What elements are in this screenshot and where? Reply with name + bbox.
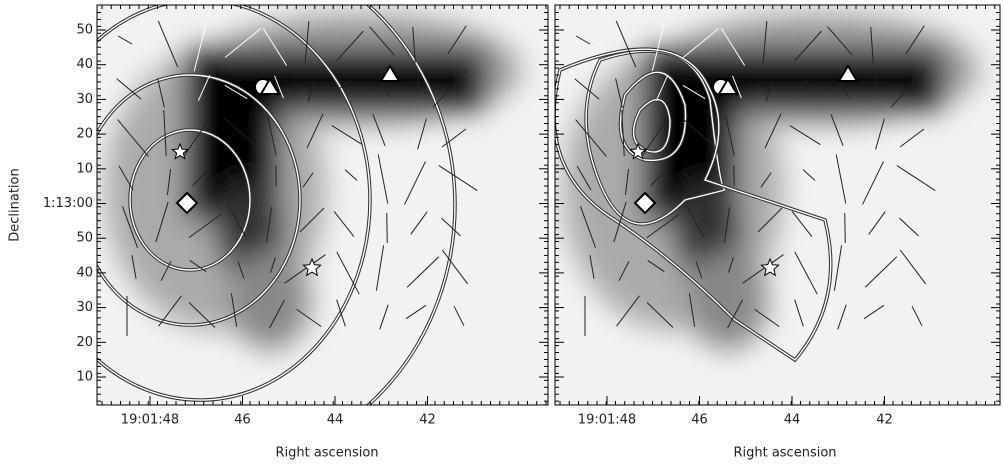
x-axis-label: Right ascension (275, 446, 378, 461)
y-tick-label: 40 (76, 57, 93, 72)
faint-extension (230, 250, 310, 350)
y-tick-label: 20 (76, 335, 93, 350)
polarization-vector (276, 166, 277, 186)
polarization-vector (845, 213, 846, 243)
y-tick-label: 40 (76, 265, 93, 280)
y-tick-label: 30 (76, 300, 93, 315)
x-tick-label: 44 (327, 413, 344, 428)
x-tick-label: 19:01:48 (578, 413, 636, 428)
x-axis-label: Right ascension (733, 446, 836, 461)
x-tick-label: 42 (876, 413, 893, 428)
polarization-vector (734, 166, 735, 186)
x-tick-label: 19:01:48 (121, 413, 179, 428)
x-tick-label: 42 (419, 413, 436, 428)
y-tick-label: 30 (76, 92, 93, 107)
x-tick-label: 46 (691, 413, 708, 428)
figure: Declination 19:01:48 46 44 42 Right ascensio… (0, 0, 1003, 466)
y-tick-label: 20 (76, 127, 93, 142)
panel (554, 5, 1000, 405)
y-tick-label: 1:13:00 (43, 196, 93, 211)
y-tick-label: 10 (76, 161, 93, 176)
y-tick-label: 50 (76, 23, 93, 38)
polarization-vector (387, 213, 388, 243)
y-tick-label: 10 (76, 370, 93, 385)
y-axis-label: Declination (8, 168, 23, 242)
y-tick-label: 50 (76, 231, 93, 246)
x-tick-label: 46 (234, 413, 251, 428)
x-tick-label: 44 (784, 413, 801, 428)
